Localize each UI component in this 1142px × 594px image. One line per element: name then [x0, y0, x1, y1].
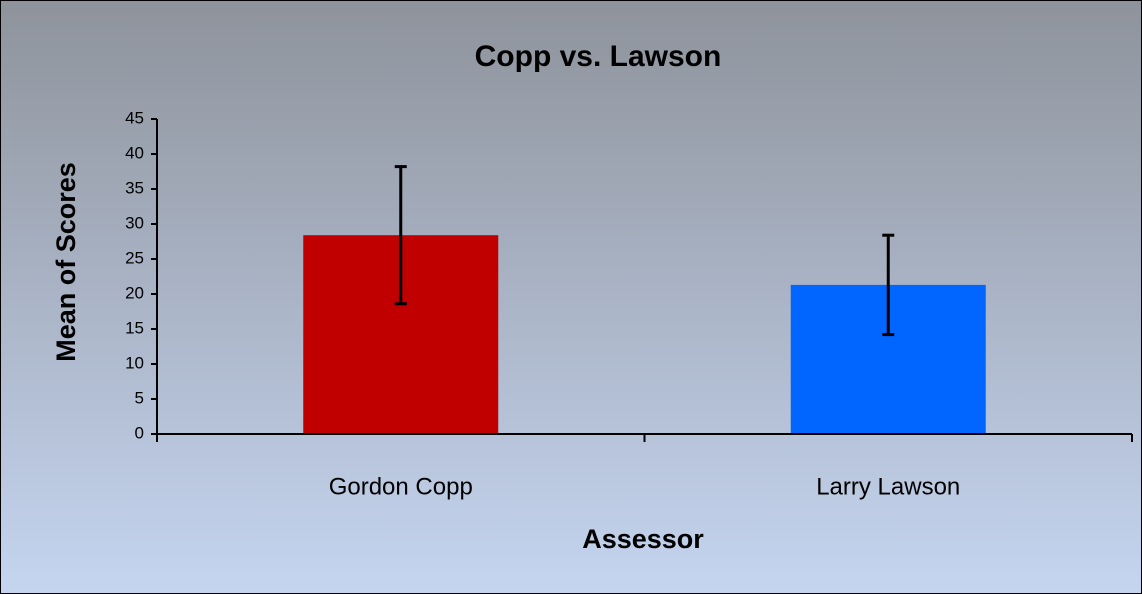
y-tick-label: 25 [125, 248, 144, 267]
error-bar [882, 233, 895, 337]
x-axis-title: Assessor [582, 524, 704, 554]
y-tick-label: 10 [125, 353, 144, 372]
error-bar [394, 165, 407, 306]
y-tick-label: 30 [125, 213, 144, 232]
x-tick-label: Larry Lawson [816, 473, 960, 500]
y-axis-title: Mean of Scores [51, 162, 81, 362]
y-tick-label: 5 [135, 388, 144, 407]
y-tick-label: 20 [125, 283, 144, 302]
y-tick-label: 45 [125, 108, 144, 127]
x-tick-label: Gordon Copp [329, 473, 473, 500]
chart-title: Copp vs. Lawson [475, 40, 722, 73]
y-tick-label: 15 [125, 318, 144, 337]
y-tick-label: 35 [125, 178, 144, 197]
y-tick-label: 0 [135, 423, 144, 442]
y-tick-label: 40 [125, 143, 144, 162]
